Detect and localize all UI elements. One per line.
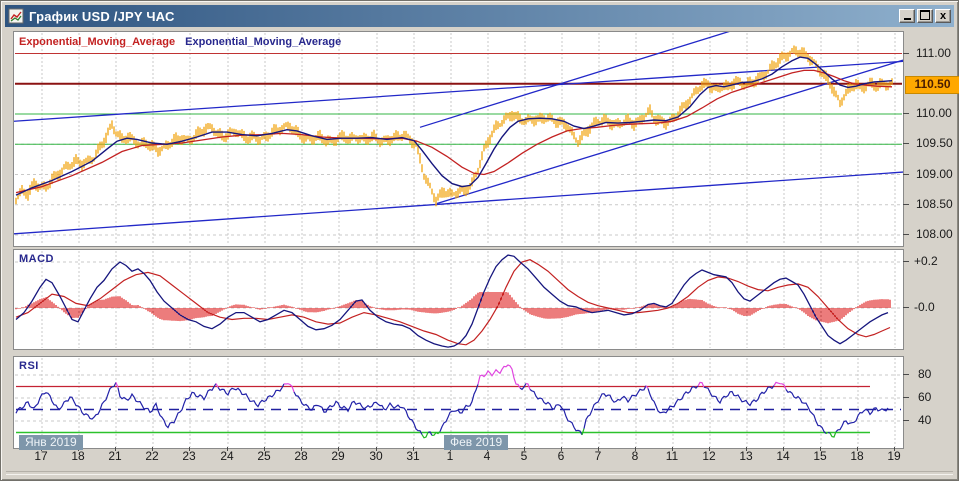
legend-ema-navy: Exponential_Moving_Average: [185, 36, 342, 48]
maximize-button[interactable]: [917, 9, 933, 23]
macd-axis-label: +0.2: [914, 254, 938, 268]
price-axis-label: 110.00: [916, 106, 952, 120]
month-badge-jan: Янв 2019: [19, 435, 83, 450]
x-axis-label: 22: [145, 449, 159, 463]
x-axis-tick: [227, 447, 228, 451]
x-axis-tick: [672, 447, 673, 451]
x-axis-tick: [413, 447, 414, 451]
maximize-icon: [920, 10, 930, 20]
x-axis-label: 24: [220, 449, 234, 463]
y-axis-tick: [903, 397, 909, 398]
month-badge-feb: Фев 2019: [444, 435, 509, 450]
x-axis-tick: [635, 447, 636, 451]
window-bottom-groove: [6, 471, 953, 475]
x-axis-label: 11: [665, 449, 679, 463]
rsi-chart-svg: [15, 358, 902, 447]
close-button[interactable]: x: [935, 9, 951, 23]
x-axis-tick: [264, 447, 265, 451]
x-axis-tick: [338, 447, 339, 451]
y-axis-tick: [903, 374, 909, 375]
x-axis-label: 31: [406, 449, 420, 463]
price-axis-label: 109.50: [916, 136, 953, 151]
x-axis-label: 12: [702, 449, 716, 463]
x-axis-label: 17: [34, 449, 48, 463]
x-axis-tick: [709, 447, 710, 451]
x-axis-tick: [598, 447, 599, 451]
x-axis-label: 21: [108, 449, 122, 463]
x-axis-label: 7: [594, 449, 602, 463]
x-axis-tick: [376, 447, 377, 451]
macd-panel[interactable]: MACD: [13, 249, 904, 350]
x-axis-label: 25: [257, 449, 271, 463]
price-axis-label: 109.00: [916, 166, 953, 181]
y-axis-tick: [903, 203, 909, 205]
chart-app-icon: [8, 8, 24, 24]
y-axis-tick: [903, 173, 909, 175]
minimize-icon: [903, 18, 911, 20]
window-title: График USD /JPY ЧАС: [29, 8, 175, 24]
x-axis-tick: [894, 447, 895, 451]
current-price-tag: 110.50: [905, 76, 959, 94]
x-axis-label: 5: [520, 449, 528, 463]
x-axis-tick: [857, 447, 858, 451]
minimize-button[interactable]: [899, 9, 915, 23]
y-axis-tick: [903, 307, 909, 308]
x-axis-tick: [524, 447, 525, 451]
x-axis-label: 18: [850, 449, 864, 463]
x-axis-label: 23: [182, 449, 196, 463]
x-axis-label: 14: [776, 449, 790, 463]
x-axis-tick: [783, 447, 784, 451]
y-axis-tick: [903, 261, 909, 262]
x-axis-label: 1: [446, 449, 454, 463]
x-axis-label: 30: [369, 449, 383, 463]
x-axis-tick: [561, 447, 562, 451]
y-axis-tick: [903, 113, 909, 114]
legend-ema-red: Exponential_Moving_Average: [19, 36, 176, 48]
x-axis-tick: [746, 447, 747, 451]
indicator-legend: Exponential_Moving_Average Exponential_M…: [19, 36, 341, 48]
x-axis-label: 4: [483, 449, 491, 463]
x-axis-tick: [301, 447, 302, 451]
price-axis-label: 108.00: [916, 227, 953, 241]
x-axis-label: 29: [331, 449, 345, 463]
x-axis-tick: [152, 447, 153, 451]
price-axis-label: 108.50: [916, 196, 953, 211]
price-chart-panel[interactable]: Exponential_Moving_Average Exponential_M…: [13, 31, 904, 247]
y-axis-tick: [903, 420, 909, 421]
y-axis-tick: [903, 143, 909, 145]
x-axis-tick: [189, 447, 190, 451]
rsi-axis-label: 40: [918, 413, 932, 427]
macd-title: MACD: [19, 253, 54, 265]
macd-chart-svg: [15, 251, 902, 348]
rsi-title: RSI: [19, 360, 39, 372]
rsi-panel[interactable]: RSI: [13, 356, 904, 449]
x-axis-label: 19: [887, 449, 901, 463]
macd-axis-label: -0.0: [914, 300, 935, 314]
x-axis-tick: [820, 447, 821, 451]
x-axis-label: 15: [813, 449, 827, 463]
y-axis-tick: [903, 234, 909, 235]
x-axis-label: 13: [739, 449, 753, 463]
rsi-axis-label: 60: [918, 390, 932, 404]
price-axis-label: 111.00: [916, 45, 951, 60]
x-axis-tick: [115, 447, 116, 451]
rsi-axis-label: 80: [918, 367, 932, 381]
x-axis-label: 8: [631, 449, 639, 463]
y-axis-tick: [903, 52, 909, 54]
x-axis-label: 6: [557, 449, 565, 463]
x-axis-label: 18: [71, 449, 85, 463]
titlebar[interactable]: График USD /JPY ЧАС x: [5, 5, 954, 27]
x-axis-label: 28: [294, 449, 308, 463]
price-chart-svg: [14, 32, 903, 245]
